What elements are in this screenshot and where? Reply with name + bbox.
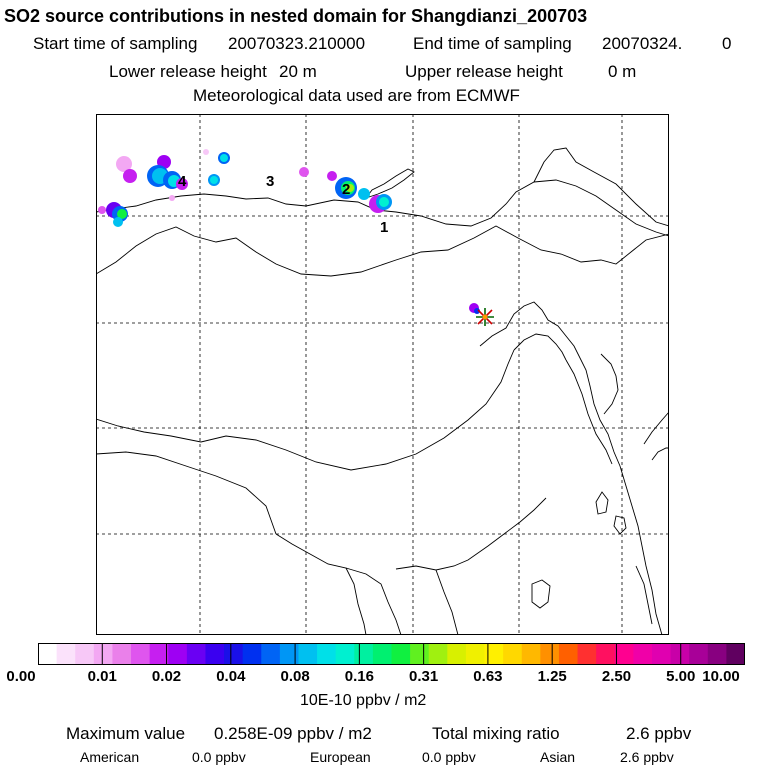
colorbar-tick-label: 0.04 xyxy=(216,668,246,685)
lake-baikal xyxy=(364,168,415,199)
max-value: 0.258E-09 ppbv / m2 xyxy=(214,724,372,743)
receptor-marker-icon xyxy=(476,308,494,326)
start-time-value: 20070323.210000 xyxy=(228,34,366,53)
colorbar-cell xyxy=(633,643,653,665)
colorbar-tick-label: 0.63 xyxy=(473,668,503,685)
colorbar-cell xyxy=(428,643,448,665)
grid-lines xyxy=(96,114,669,635)
colorbar-cell xyxy=(521,643,541,665)
total-mixing-label: Total mixing ratio xyxy=(432,724,560,743)
colorbar-cell xyxy=(484,643,504,665)
max-value-label: Maximum value xyxy=(66,724,186,743)
colorbar-cell xyxy=(596,643,616,665)
colorbar-tick-label: 0.02 xyxy=(151,668,182,685)
colorbar-cell xyxy=(651,643,672,665)
colorbar-cell xyxy=(93,643,113,665)
colorbar-cell xyxy=(112,643,132,665)
colorbar xyxy=(38,643,745,665)
upper-height-value: 0 m xyxy=(608,62,637,81)
lower-height-label: Lower release height xyxy=(109,62,267,81)
colorbar-cell xyxy=(614,643,634,665)
colorbar-cell xyxy=(707,643,727,665)
colorbar-cell xyxy=(224,643,244,665)
asian-value: 2.6 ppbv xyxy=(620,749,674,765)
colorbar-cell xyxy=(577,643,597,665)
colorbar-cell xyxy=(372,643,392,665)
colorbar-tick-label: 10.00 xyxy=(702,668,740,685)
american-value: 0.0 ppbv xyxy=(192,749,246,765)
map-panel: 1 2 3 4 xyxy=(96,114,669,635)
colorbar-cell xyxy=(242,643,262,665)
colorbar-tick-label: 0.31 xyxy=(409,668,439,685)
american-label: American xyxy=(80,749,140,765)
colorbar-cell xyxy=(503,643,523,665)
colorbar-cell xyxy=(726,643,745,665)
colorbar-tick-label: 0.08 xyxy=(280,668,310,685)
colorbar-cell xyxy=(131,643,151,665)
colorbar-tick-label: 5.00 xyxy=(666,668,696,685)
colorbar-cell xyxy=(689,643,709,665)
source-label-2: 2 xyxy=(342,181,350,198)
colorbar-cell xyxy=(317,643,337,665)
lower-height-value: 20 m xyxy=(279,62,317,81)
colorbar-cell xyxy=(670,643,690,665)
source-labels: 1 2 3 4 xyxy=(178,173,388,236)
colorbar-cell xyxy=(465,643,486,665)
asian-label: Asian xyxy=(540,749,576,765)
source-label-1: 1 xyxy=(380,219,388,236)
end-time-label: End time of sampling xyxy=(413,34,572,53)
colorbar-tick-label: 2.50 xyxy=(601,668,632,685)
colorbar-tick-label: 0.16 xyxy=(344,668,374,685)
colorbar-tick-label: 1.25 xyxy=(537,668,567,685)
met-data-line: Meteorological data used are from ECMWF xyxy=(193,86,520,105)
end-time-suffix: 0 xyxy=(722,34,732,53)
colorbar-cell xyxy=(447,643,467,665)
colorbar-units: 10E-10 ppbv / m2 xyxy=(300,692,427,709)
european-value: 0.0 ppbv xyxy=(422,749,476,765)
colorbar-cell xyxy=(298,643,318,665)
colorbar-cell xyxy=(410,643,430,665)
colorbar-tick-label: 0.01 xyxy=(87,668,117,685)
european-label: European xyxy=(310,749,371,765)
colorbar-tick-label: 0.00 xyxy=(6,668,36,685)
plot-title: SO2 source contributions in nested domai… xyxy=(4,6,588,26)
colorbar-cell xyxy=(279,643,299,665)
colorbar-cell xyxy=(186,643,206,665)
colorbar-cell xyxy=(354,643,374,665)
colorbar-cell xyxy=(558,643,579,665)
colorbar-cell xyxy=(261,643,281,665)
concentration-plumes xyxy=(98,149,480,314)
source-label-3: 3 xyxy=(266,173,274,190)
upper-height-label: Upper release height xyxy=(405,62,563,81)
end-time-value: 20070324. xyxy=(602,34,683,53)
total-mixing-value: 2.6 ppbv xyxy=(626,724,692,743)
colorbar-cell xyxy=(335,643,355,665)
colorbar-cell xyxy=(205,643,225,665)
colorbar-cell xyxy=(391,643,411,665)
source-label-4: 4 xyxy=(178,173,187,190)
colorbar-cell xyxy=(75,643,95,665)
country-borders xyxy=(96,147,669,635)
colorbar-cell xyxy=(38,643,58,665)
colorbar-cell xyxy=(149,643,169,665)
colorbar-cell xyxy=(56,643,76,665)
colorbar-cell xyxy=(540,643,560,665)
start-time-label: Start time of sampling xyxy=(33,34,198,53)
coastlines xyxy=(479,301,669,635)
colorbar-cell xyxy=(168,643,188,665)
